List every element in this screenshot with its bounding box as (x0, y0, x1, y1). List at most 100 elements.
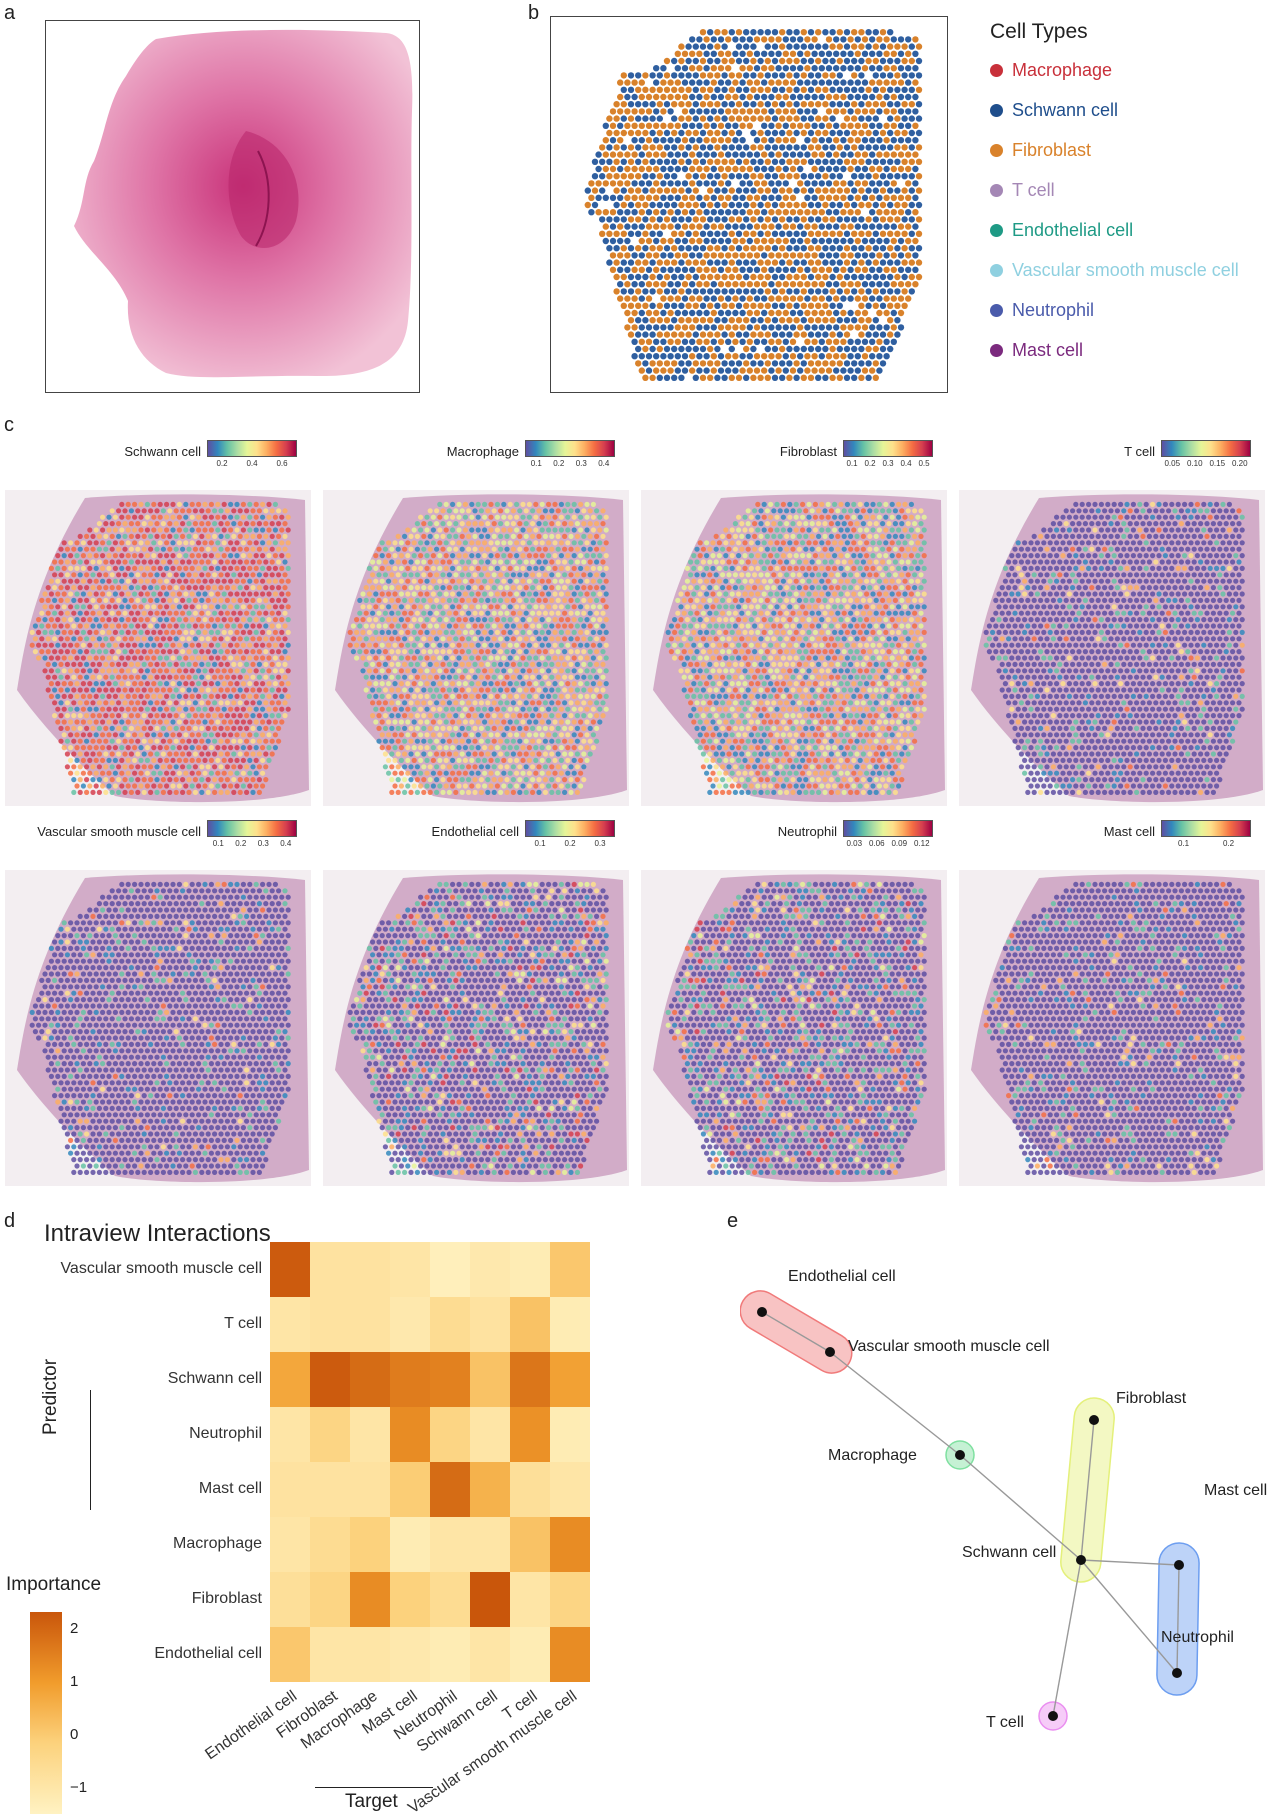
deconv-spot (279, 719, 285, 725)
deconv-spot (189, 655, 195, 661)
deconv-spot (234, 501, 240, 507)
spot (624, 180, 631, 187)
deconv-spot (530, 597, 536, 603)
spot (696, 295, 703, 302)
spot (613, 259, 620, 266)
deconv-spot (376, 597, 382, 603)
spot (840, 151, 847, 158)
deconv-spot (125, 604, 131, 610)
deconv-spot (141, 559, 147, 565)
deconv-spot (180, 764, 186, 770)
spot (692, 259, 699, 266)
spot (822, 115, 829, 122)
deconv-spot (382, 559, 388, 565)
deconv-spot (192, 764, 198, 770)
spot (642, 230, 649, 237)
spot (851, 317, 858, 324)
spot (833, 122, 840, 129)
deconv-spot (498, 725, 504, 731)
deconv-spot (350, 649, 356, 655)
deconv-spot (418, 706, 424, 712)
deconv-spot (437, 540, 443, 546)
deconv-spot (90, 789, 96, 795)
spot (685, 173, 692, 180)
deconv-spot (157, 642, 163, 648)
deconv-spot (510, 533, 516, 539)
spot (732, 151, 739, 158)
deconv-spot (485, 674, 491, 680)
deconv-spot (138, 706, 144, 712)
deconv-spot (237, 764, 243, 770)
spot (656, 317, 663, 324)
spot (793, 360, 800, 367)
deconv-spot (562, 508, 568, 514)
deconv-spot (48, 604, 55, 610)
deconv-spot (212, 636, 218, 642)
spot (851, 173, 858, 180)
deconv-spot (87, 540, 93, 546)
deconv-spot (488, 668, 494, 674)
spot (717, 209, 725, 216)
spot (591, 187, 599, 194)
spot (879, 101, 887, 108)
deconv-spot (376, 610, 382, 616)
deconv-spot (160, 764, 166, 770)
spot (793, 345, 800, 353)
deconv-spot (61, 681, 67, 687)
deconv-spot (84, 585, 90, 591)
spot (642, 144, 649, 151)
spot (631, 122, 638, 129)
spot (671, 302, 678, 309)
deconv-spot (215, 591, 221, 597)
spot (901, 129, 908, 137)
deconv-spot (272, 617, 278, 623)
spot (735, 29, 743, 36)
deconv-spot (87, 745, 93, 751)
deconv-spot (453, 533, 459, 539)
deconv-spot (71, 764, 77, 770)
deconv-spot (244, 572, 250, 578)
spot (775, 65, 782, 72)
deconv-spot (459, 533, 465, 539)
spot (915, 43, 923, 50)
deconv-spot (128, 533, 134, 539)
deconv-spot (64, 636, 70, 642)
deconv-spot (478, 687, 484, 693)
deconv-spot (498, 521, 504, 527)
deconv-spot (71, 674, 77, 680)
spot (833, 309, 840, 317)
spot (653, 338, 660, 345)
deconv-spot (221, 719, 227, 725)
deconv-spot (237, 572, 243, 578)
deconv-spot (478, 508, 484, 514)
legend-dot-icon (990, 184, 1003, 197)
deconv-spot (526, 719, 532, 725)
spot (707, 245, 714, 252)
deconv-spot (434, 508, 440, 514)
deconv-spot (42, 655, 48, 661)
spot (782, 151, 789, 158)
deconv-spot (411, 578, 417, 584)
spot (797, 295, 804, 302)
deconv-spot (466, 623, 472, 629)
spot (833, 338, 840, 345)
spot (847, 338, 854, 345)
spot (833, 353, 840, 360)
spot (627, 259, 635, 266)
spot (854, 266, 861, 273)
deconv-spot (395, 661, 401, 667)
deconv-spot (514, 565, 520, 571)
deconv-spot (215, 514, 221, 520)
spot (793, 374, 800, 381)
spot (822, 129, 829, 137)
deconv-spot (151, 719, 157, 725)
deconv-spot (523, 508, 529, 514)
deconv-spot (87, 783, 93, 789)
deconv-spot (272, 514, 278, 520)
deconv-spot (536, 559, 542, 565)
deconv-spot (138, 591, 144, 597)
spot (685, 230, 692, 237)
deconv-spot (376, 700, 382, 706)
deconv-spot (414, 636, 420, 642)
spot (602, 237, 609, 245)
